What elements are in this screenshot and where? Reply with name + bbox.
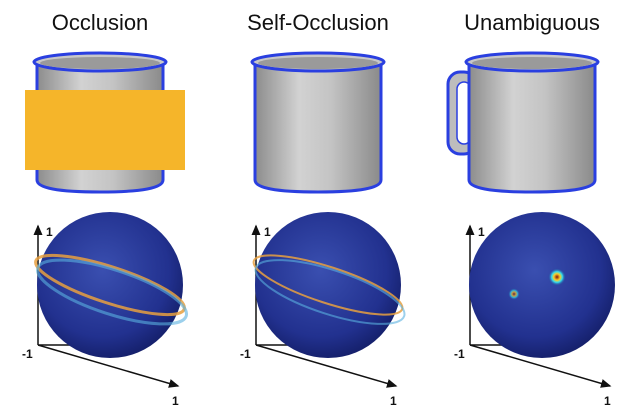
axis-label: -1 [240, 347, 251, 361]
occluder [25, 90, 185, 170]
mug-inside [258, 57, 378, 69]
axis-label: 1 [46, 225, 53, 239]
panel-title: Unambiguous [464, 10, 600, 35]
ring [254, 259, 406, 325]
panel-title: Self-Occlusion [247, 10, 389, 35]
panel: Unambiguous 1 -1 1 [446, 10, 615, 408]
mug-inside [40, 57, 160, 69]
sphere [469, 212, 615, 358]
ring [36, 258, 188, 326]
axis-label: 1 [264, 225, 271, 239]
panel-title: Occlusion [52, 10, 149, 35]
sphere [37, 212, 183, 358]
axis [37, 344, 180, 388]
mug-body [253, 60, 383, 194]
axis-label: -1 [454, 347, 465, 361]
axis [255, 344, 398, 388]
panel: Self-Occlusion 1 -1 1 [240, 10, 406, 408]
panel: Occlusion 1 -1 1 [22, 10, 188, 408]
axis [469, 344, 612, 388]
mug-body [467, 60, 597, 194]
mug-inside [472, 57, 592, 69]
peak [548, 268, 566, 286]
axis-label: 1 [478, 225, 485, 239]
sphere [255, 212, 401, 358]
axis-label: 1 [604, 394, 611, 408]
peak [508, 288, 520, 300]
mug [250, 51, 386, 194]
axis-label: -1 [22, 347, 33, 361]
axis-label: 1 [390, 394, 397, 408]
axis-label: 1 [172, 394, 179, 408]
mug [446, 51, 600, 194]
